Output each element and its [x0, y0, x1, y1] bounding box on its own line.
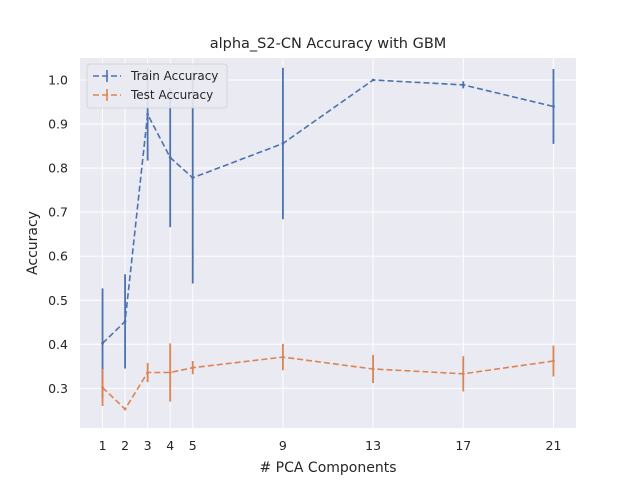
- y-tick-label: 1.0: [48, 73, 68, 88]
- x-tick-label: 2: [121, 438, 129, 453]
- series-layer: [101, 67, 555, 411]
- data-point: [461, 372, 465, 376]
- chart-title: alpha_S2-CN Accuracy with GBM: [210, 36, 447, 52]
- x-tick-label: 21: [546, 438, 562, 453]
- data-point: [281, 355, 285, 359]
- data-point: [191, 176, 195, 180]
- legend-label: Train Accuracy: [130, 69, 218, 83]
- data-point: [552, 359, 555, 363]
- data-point: [191, 366, 195, 370]
- data-point: [146, 112, 150, 116]
- data-point: [371, 367, 375, 371]
- y-tick-label: 0.9: [48, 117, 68, 132]
- series-1: [101, 343, 555, 411]
- x-tick-label: 13: [365, 438, 381, 453]
- x-tick-label: 9: [279, 438, 287, 453]
- data-point: [146, 371, 150, 374]
- data-point: [168, 156, 172, 159]
- legend-box: [86, 63, 228, 109]
- data-point: [101, 342, 104, 345]
- x-tick-label: 17: [455, 438, 471, 453]
- y-tick-label: 0.3: [48, 381, 68, 396]
- y-tick-label: 0.6: [48, 249, 68, 264]
- data-point: [552, 105, 555, 108]
- ticks: 1 2 3 4 5 9 13 17 21 0.3 0.4 0.5 0.6 0.7 0.8 0.9 1.0: [48, 73, 561, 453]
- data-point: [123, 407, 127, 411]
- y-tick-label: 0.5: [48, 293, 68, 308]
- y-tick-label: 0.8: [48, 161, 68, 176]
- x-tick-label: 4: [166, 438, 174, 453]
- data-point: [123, 320, 127, 323]
- plot-background: [80, 58, 576, 428]
- legend-label: Test Accuracy: [130, 88, 213, 102]
- x-tick-label: 1: [99, 438, 107, 453]
- y-tick-label: 0.4: [48, 337, 68, 352]
- data-point: [168, 371, 172, 374]
- data-point: [281, 142, 285, 145]
- x-axis-label: # PCA Components: [260, 460, 397, 476]
- legend: Train Accuracy Test Accuracy: [86, 63, 228, 109]
- x-tick-label: 5: [189, 438, 197, 453]
- data-point: [101, 386, 104, 389]
- data-point: [371, 78, 375, 82]
- y-tick-label: 0.7: [48, 205, 68, 220]
- data-point: [461, 83, 465, 87]
- y-axis-label: Accuracy: [25, 211, 41, 275]
- x-tick-label: 3: [144, 438, 152, 453]
